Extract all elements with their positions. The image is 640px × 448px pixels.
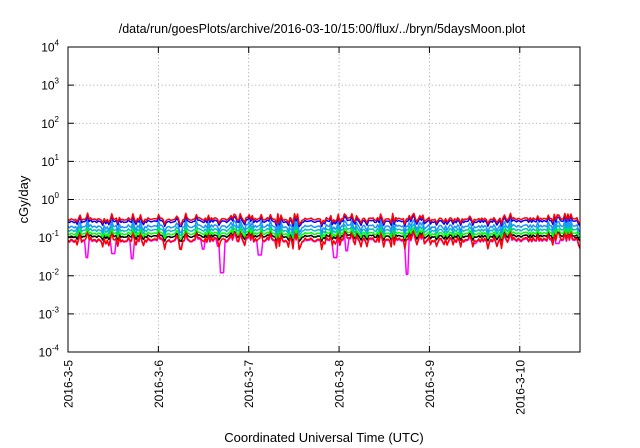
y-tick-labels: 10-4 10-3 10-2 10-1 100 101 102 103 104 (39, 39, 60, 360)
y-tick-label: 10-4 (39, 344, 60, 360)
y-axis-label: cGy/day (16, 175, 31, 223)
series-line (67, 218, 581, 234)
series-line (67, 212, 581, 226)
chart-title: /data/run/goesPlots/archive/2016-03-10/1… (119, 22, 526, 36)
y-tick-label: 10-1 (39, 229, 60, 245)
series-line (67, 229, 581, 242)
y-tick-label: 10-2 (39, 267, 60, 283)
y-tick-label: 10-3 (39, 305, 60, 321)
x-tick-labels: 2016-3-5 2016-3-6 2016-3-7 2016-3-8 2016-3-9… (62, 360, 528, 415)
y-tick-label: 100 (41, 191, 59, 207)
series-line (67, 229, 581, 251)
x-tick-label: 2016-3-10 (513, 360, 527, 415)
y-tick-label: 103 (41, 77, 59, 93)
grid (68, 47, 580, 352)
x-tick-label: 2016-3-5 (62, 360, 76, 408)
ticks (67, 46, 580, 353)
x-tick-label: 2016-3-9 (423, 360, 437, 408)
x-axis-label: Coordinated Universal Time (UTC) (224, 430, 423, 445)
y-tick-label: 104 (41, 39, 59, 55)
series-line (67, 223, 581, 237)
series-group (67, 212, 581, 275)
y-tick-label: 102 (41, 115, 59, 131)
series-line (67, 214, 581, 228)
series-line (67, 226, 581, 240)
x-tick-label: 2016-3-6 (152, 360, 166, 408)
y-tick-label: 101 (41, 153, 59, 169)
x-tick-label: 2016-3-8 (333, 360, 347, 408)
x-tick-label: 2016-3-7 (242, 360, 256, 408)
